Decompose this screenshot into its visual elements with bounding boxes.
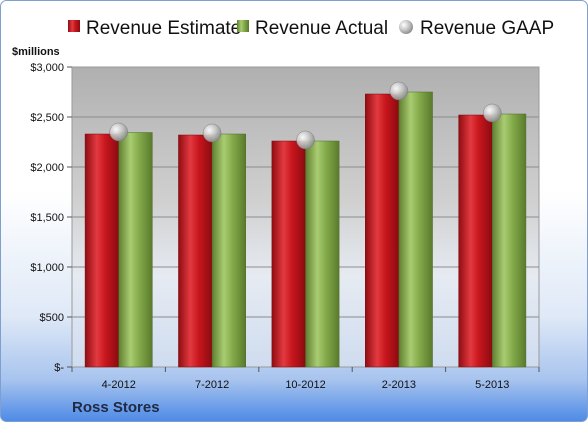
legend: Revenue Estimate Revenue Actual Revenue …: [68, 18, 554, 39]
y-axis-ticks: $- $500 $1,000 $1,500 $2,000 $2,500 $3,000: [30, 62, 72, 374]
bar-revenue-estimate: [271, 140, 306, 368]
bar-revenue-actual: [305, 140, 340, 368]
bars: [84, 91, 527, 368]
bar-revenue-estimate: [365, 93, 400, 368]
legend-label-revenue-actual: Revenue Actual: [255, 18, 388, 39]
y-tick-label: $500: [40, 312, 64, 324]
x-tick-label: 5-2013: [475, 379, 509, 391]
bar-revenue-actual: [118, 132, 153, 368]
y-tick-label: $-: [54, 362, 64, 374]
legend-label-revenue-estimate: Revenue Estimate: [86, 18, 241, 39]
x-tick-label: 2-2013: [382, 379, 416, 391]
marker-revenue-gaap: [296, 130, 315, 150]
y-tick-label: $2,500: [30, 112, 64, 124]
marker-revenue-gaap: [483, 103, 502, 123]
legend-swatch-revenue-actual: [237, 20, 249, 32]
marker-revenue-gaap: [202, 123, 222, 143]
marker-revenue-gaap: [109, 122, 128, 142]
marker-revenue-gaap: [389, 81, 409, 101]
bar-revenue-estimate: [178, 134, 213, 368]
x-tick-label: 4-2012: [102, 379, 136, 391]
bar-revenue-estimate: [84, 133, 119, 368]
bar-revenue-estimate: [458, 114, 493, 368]
y-tick-label: $2,000: [30, 162, 64, 174]
y-tick-label: $1,500: [30, 212, 64, 224]
legend-marker-revenue-gaap: [399, 20, 413, 34]
unit-label: $millions: [12, 46, 60, 58]
x-tick-label: 7-2012: [195, 379, 229, 391]
gaap-markers: [109, 81, 502, 150]
bar-revenue-actual: [492, 113, 527, 368]
y-tick-label: $3,000: [30, 62, 64, 74]
company-label: Ross Stores: [72, 399, 160, 416]
legend-label-revenue-gaap: Revenue GAAP: [420, 18, 554, 39]
x-tick-label: 10-2012: [285, 379, 325, 391]
x-axis-ticks: 4-2012 7-2012 10-2012 2-2013 5-2013: [71, 367, 540, 391]
y-tick-label: $1,000: [30, 262, 64, 274]
bar-revenue-actual: [398, 91, 433, 368]
bar-revenue-actual: [211, 133, 246, 368]
legend-swatch-revenue-estimate: [68, 20, 80, 32]
